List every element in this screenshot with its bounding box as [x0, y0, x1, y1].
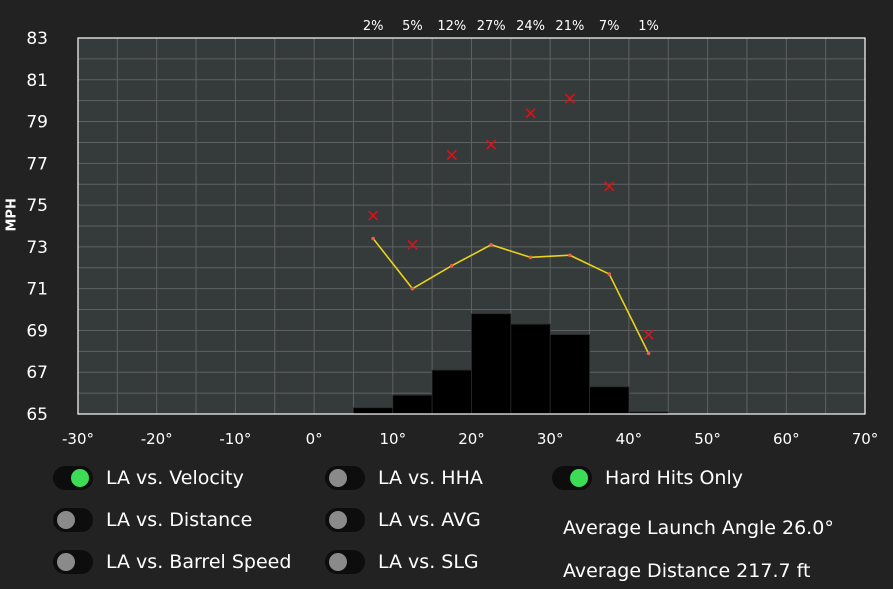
- y-tick-label: 79: [26, 113, 48, 133]
- histogram-bar: [392, 394, 433, 415]
- y-tick-label: 67: [26, 363, 48, 383]
- histogram-percent-label: 1%: [638, 19, 659, 34]
- toggle-la-hha[interactable]: LA vs. HHA: [325, 466, 483, 490]
- scatter-point: [525, 108, 536, 119]
- la-hha-switch[interactable]: [325, 466, 365, 490]
- la-avg-label: LA vs. AVG: [378, 509, 481, 531]
- average-line: [372, 238, 650, 354]
- x-tick-label: -30°: [62, 430, 94, 448]
- switch-knob: [570, 469, 588, 487]
- average-line-point: [371, 236, 375, 241]
- y-tick-label: 69: [26, 321, 48, 341]
- histogram-bar: [510, 323, 551, 415]
- y-tick-label: 75: [26, 196, 48, 216]
- y-axis-label: MPH: [4, 198, 20, 232]
- x-tick-label: 70°: [852, 430, 879, 448]
- histogram-bar: [431, 369, 472, 415]
- histogram-percent-label: 21%: [555, 19, 584, 34]
- x-tick-label: 60°: [773, 430, 800, 448]
- la-distance-switch[interactable]: [53, 508, 93, 532]
- hard-hits-label: Hard Hits Only: [605, 467, 743, 489]
- switch-knob: [329, 511, 347, 529]
- histogram-percent-label: 12%: [437, 19, 466, 34]
- scatter-point: [368, 210, 379, 221]
- histogram-percent-label: 7%: [599, 19, 620, 34]
- average-line-point: [410, 286, 415, 291]
- x-tick-label: 10°: [380, 430, 407, 448]
- plot-border: [77, 37, 866, 415]
- toggle-la-distance[interactable]: LA vs. Distance: [53, 508, 252, 532]
- histogram-bar: [353, 407, 394, 415]
- toggle-la-barrel-speed[interactable]: LA vs. Barrel Speed: [53, 550, 291, 574]
- y-tick-label: 73: [26, 238, 48, 258]
- switch-knob: [71, 469, 89, 487]
- la-slg-label: LA vs. SLG: [378, 551, 479, 573]
- average-line-point: [568, 253, 572, 258]
- switch-knob: [329, 469, 347, 487]
- x-tick-label: 0°: [306, 430, 323, 448]
- histogram-bar: [549, 334, 590, 415]
- average-line-point: [450, 263, 454, 268]
- scatter-point: [564, 93, 575, 104]
- histogram-bar: [589, 386, 630, 415]
- la-avg-switch[interactable]: [325, 508, 365, 532]
- y-tick-label: 65: [26, 405, 48, 425]
- switch-knob: [57, 511, 75, 529]
- histogram-bar: [471, 313, 512, 415]
- switch-knob: [329, 553, 347, 571]
- la-barrel-speed-switch[interactable]: [53, 550, 93, 574]
- histogram-percent-label: 27%: [477, 19, 506, 34]
- hard-hits-switch[interactable]: [552, 466, 592, 490]
- switch-knob: [57, 553, 75, 571]
- y-tick-label: 71: [26, 280, 48, 300]
- average-line-point: [607, 272, 612, 276]
- la-velocity-label: LA vs. Velocity: [106, 467, 244, 489]
- average-line-point: [528, 255, 533, 260]
- y-tick-label: 77: [26, 154, 48, 174]
- y-tick-label: 83: [26, 29, 48, 49]
- x-tick-label: 20°: [458, 430, 485, 448]
- x-tick-label: 50°: [694, 430, 721, 448]
- x-tick-label: -10°: [219, 430, 251, 448]
- scatter-point: [604, 181, 615, 192]
- scatter-point: [486, 139, 497, 150]
- toggle-la-velocity[interactable]: LA vs. Velocity: [53, 466, 244, 490]
- x-tick-label: -20°: [141, 430, 173, 448]
- scatter-point: [643, 329, 654, 340]
- histogram-percent-label: 2%: [363, 19, 384, 34]
- toggle-la-avg[interactable]: LA vs. AVG: [325, 508, 481, 532]
- average-line-point: [646, 351, 651, 356]
- scatter-point: [446, 149, 457, 161]
- toggle-la-slg[interactable]: LA vs. SLG: [325, 550, 479, 574]
- la-velocity-switch[interactable]: [53, 466, 93, 490]
- histogram-percent-label: 24%: [516, 19, 545, 34]
- la-distance-label: LA vs. Distance: [106, 509, 253, 531]
- toggle-hard-hits-only[interactable]: Hard Hits Only: [552, 466, 743, 490]
- la-hha-label: LA vs. HHA: [378, 467, 483, 489]
- scatter-point: [407, 239, 418, 250]
- average-line-point: [489, 243, 493, 247]
- la-barrel-speed-label: LA vs. Barrel Speed: [106, 551, 292, 573]
- la-slg-switch[interactable]: [325, 550, 365, 574]
- histogram-percent-label: 5%: [402, 19, 423, 34]
- x-tick-label: 40°: [616, 430, 643, 448]
- y-tick-label: 81: [26, 71, 48, 91]
- x-tick-label: 30°: [537, 430, 564, 448]
